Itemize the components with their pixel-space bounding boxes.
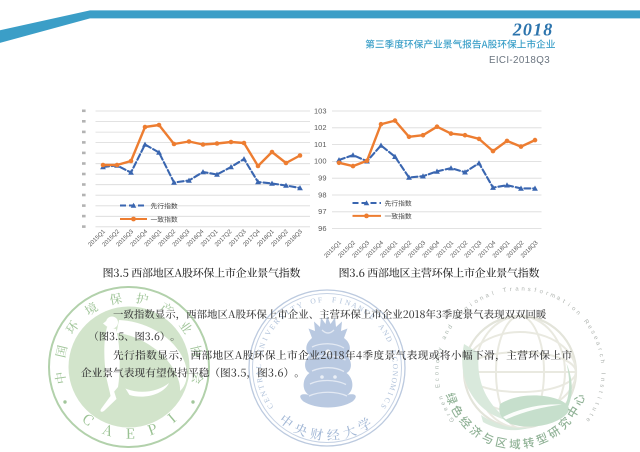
svg-text:E: E: [261, 396, 271, 405]
svg-text:E: E: [389, 349, 399, 356]
svg-text:99: 99: [318, 174, 326, 183]
svg-text:O: O: [391, 364, 400, 370]
svg-text:o: o: [474, 298, 481, 305]
svg-text:D: D: [384, 335, 395, 344]
svg-text:S: S: [277, 312, 286, 322]
svg-text:R: R: [272, 317, 282, 327]
svg-text:C: C: [265, 402, 275, 411]
svg-text:E: E: [267, 322, 277, 331]
svg-text:I: I: [386, 391, 395, 397]
svg-text:O: O: [309, 296, 317, 306]
svg-text:a: a: [555, 295, 561, 302]
svg-text:e: e: [459, 309, 466, 316]
svg-text:F: F: [332, 295, 337, 304]
svg-text:S: S: [379, 402, 389, 410]
svg-text:R: R: [582, 319, 590, 327]
svg-text:h: h: [599, 359, 605, 363]
svg-text:N: N: [257, 341, 267, 350]
svg-text:n: n: [599, 378, 605, 382]
svg-text:R: R: [255, 377, 265, 384]
svg-text:E: E: [368, 312, 378, 322]
svg-text:a: a: [515, 287, 519, 293]
svg-text:i: i: [595, 396, 601, 399]
svg-text:A: A: [377, 322, 388, 332]
svg-text:98: 98: [318, 190, 326, 199]
svg-text:t: t: [588, 412, 594, 417]
svg-text:N: N: [380, 328, 391, 338]
svg-text:N: N: [356, 303, 366, 314]
svg-text:m: m: [436, 352, 443, 358]
svg-text:i: i: [566, 302, 571, 308]
svg-text:C: C: [362, 307, 371, 317]
svg-text:I: I: [260, 336, 269, 343]
svg-text:r: r: [596, 348, 602, 352]
svg-text:L: L: [254, 364, 263, 369]
svg-text:t: t: [561, 299, 566, 305]
svg-text:f: f: [534, 288, 537, 294]
svg-text:T: T: [256, 383, 266, 390]
svg-text:r: r: [545, 291, 549, 297]
svg-text:o: o: [434, 371, 440, 375]
svg-text:I: I: [599, 373, 605, 375]
svg-text:97: 97: [318, 207, 326, 216]
svg-text:101: 101: [314, 140, 327, 149]
svg-text:C: C: [390, 356, 400, 362]
svg-text:a: a: [441, 335, 448, 341]
svg-text:I: I: [284, 307, 292, 316]
svg-text:a: a: [485, 293, 491, 300]
svg-text:T: T: [289, 303, 298, 313]
svg-text:96: 96: [318, 224, 326, 233]
svg-text:n: n: [479, 295, 485, 302]
svg-text:e: e: [440, 400, 447, 406]
svg-text:o: o: [570, 306, 577, 313]
svg-text:n: n: [438, 395, 445, 400]
svg-text:g: g: [463, 306, 469, 313]
svg-text:o: o: [435, 359, 441, 364]
svg-text:A: A: [350, 300, 359, 311]
svg-text:EICI-2018Q3: EICI-2018Q3: [489, 55, 550, 66]
svg-text:u: u: [590, 406, 597, 412]
svg-text:e: e: [442, 405, 449, 411]
svg-text:G: G: [448, 415, 456, 423]
svg-text:t: t: [597, 390, 603, 393]
svg-text:r: r: [446, 412, 452, 417]
svg-text:s: s: [598, 384, 604, 388]
svg-text:I: I: [339, 296, 344, 305]
svg-text:E: E: [435, 383, 442, 388]
svg-text:y: y: [437, 347, 444, 352]
svg-text:2018: 2018: [512, 20, 554, 40]
svg-text:c: c: [435, 378, 441, 382]
svg-text:n: n: [521, 287, 525, 293]
svg-text:l: l: [491, 291, 494, 297]
svg-text:O: O: [389, 377, 399, 385]
svg-text:N: N: [258, 389, 269, 398]
svg-text:n: n: [575, 310, 582, 317]
svg-text:r: r: [510, 287, 513, 293]
svg-text:t: t: [593, 401, 599, 405]
svg-text:103: 103: [314, 106, 327, 115]
svg-text:T: T: [502, 288, 507, 295]
svg-text:C: C: [382, 396, 392, 405]
svg-text:F: F: [317, 295, 322, 304]
svg-text:d: d: [447, 324, 454, 330]
svg-text:a: a: [594, 341, 601, 347]
svg-text:c: c: [598, 353, 604, 357]
svg-text:100: 100: [314, 157, 327, 166]
svg-text:N: N: [344, 298, 352, 308]
svg-text:M: M: [387, 383, 398, 392]
svg-text:m: m: [549, 292, 556, 299]
svg-text:102: 102: [314, 123, 327, 132]
svg-text:s: s: [589, 330, 596, 336]
svg-text:n: n: [444, 330, 451, 336]
svg-text:Y: Y: [295, 300, 304, 311]
svg-text:n: n: [435, 366, 441, 370]
svg-text:e: e: [592, 335, 599, 341]
svg-text:e: e: [584, 416, 591, 423]
svg-text:N: N: [391, 370, 400, 377]
svg-text:V: V: [263, 328, 274, 338]
svg-text:i: i: [469, 302, 474, 308]
svg-text:e: e: [586, 324, 593, 331]
svg-text:s: s: [527, 287, 531, 293]
svg-text:o: o: [539, 289, 544, 296]
